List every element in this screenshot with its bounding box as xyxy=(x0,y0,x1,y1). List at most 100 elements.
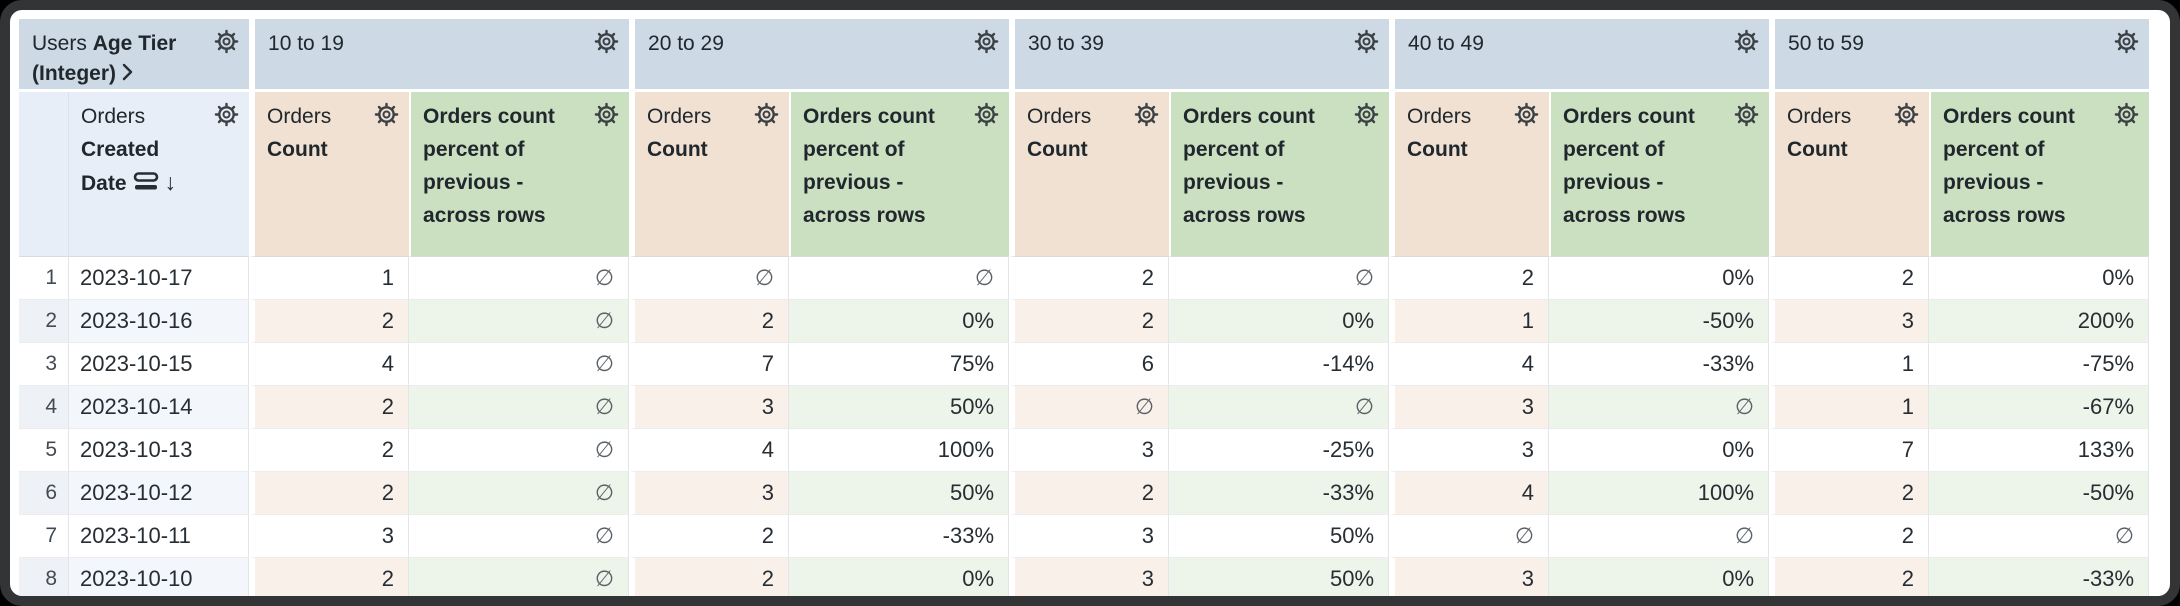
cell-count[interactable]: 2 xyxy=(249,386,410,429)
gear-icon[interactable] xyxy=(593,28,620,55)
cell-count[interactable]: 3 xyxy=(1389,429,1550,472)
measure-header-count-40-to-49[interactable]: Orders Count xyxy=(1389,92,1550,257)
cell-count[interactable]: 4 xyxy=(629,429,790,472)
cell-count[interactable]: 2 xyxy=(629,300,790,343)
cell-date[interactable]: 2023-10-15 xyxy=(69,343,250,386)
cell-percent[interactable]: 50% xyxy=(1169,558,1390,596)
gear-icon[interactable] xyxy=(1733,101,1760,128)
cell-percent[interactable]: -33% xyxy=(1169,472,1390,515)
cell-percent[interactable]: ∅ xyxy=(409,429,630,472)
measure-header-percent-40-to-49[interactable]: Orders count percent of previous - acros… xyxy=(1549,92,1770,257)
measure-header-count-30-to-39[interactable]: Orders Count xyxy=(1009,92,1170,257)
cell-percent[interactable]: -67% xyxy=(1929,386,2150,429)
cell-count[interactable]: 7 xyxy=(629,343,790,386)
gear-icon[interactable] xyxy=(1893,101,1920,128)
cell-percent[interactable]: ∅ xyxy=(789,257,1010,300)
pivot-dimension-header[interactable]: Users Age Tier (Integer) xyxy=(19,19,250,92)
gear-icon[interactable] xyxy=(973,28,1000,55)
gear-icon[interactable] xyxy=(1513,101,1540,128)
cell-count[interactable]: 3 xyxy=(629,472,790,515)
cell-percent[interactable]: ∅ xyxy=(409,472,630,515)
cell-count[interactable]: 3 xyxy=(1389,558,1550,596)
cell-date[interactable]: 2023-10-10 xyxy=(69,558,250,596)
cell-percent[interactable]: ∅ xyxy=(409,515,630,558)
cell-count[interactable]: 1 xyxy=(1769,343,1930,386)
cell-count[interactable]: 2 xyxy=(629,558,790,596)
gear-icon[interactable] xyxy=(2113,28,2140,55)
cell-percent[interactable]: -14% xyxy=(1169,343,1390,386)
cell-count[interactable]: 3 xyxy=(1009,558,1170,596)
cell-percent[interactable]: ∅ xyxy=(409,386,630,429)
cell-percent[interactable]: ∅ xyxy=(1169,257,1390,300)
cell-percent[interactable]: 0% xyxy=(1549,257,1770,300)
cell-count[interactable]: 3 xyxy=(1769,300,1930,343)
row-field-header[interactable]: Orders Created Date ↓ xyxy=(69,92,250,257)
gear-icon[interactable] xyxy=(1353,28,1380,55)
cell-percent[interactable]: ∅ xyxy=(409,558,630,596)
cell-percent[interactable]: 0% xyxy=(1169,300,1390,343)
cell-count[interactable]: 1 xyxy=(249,257,410,300)
cell-count[interactable]: ∅ xyxy=(629,257,790,300)
cell-percent[interactable]: -33% xyxy=(1929,558,2150,596)
cell-count[interactable]: ∅ xyxy=(1009,386,1170,429)
cell-percent[interactable]: ∅ xyxy=(1169,386,1390,429)
cell-percent[interactable]: -50% xyxy=(1929,472,2150,515)
cell-count[interactable]: 2 xyxy=(249,558,410,596)
cell-percent[interactable]: ∅ xyxy=(409,300,630,343)
gear-icon[interactable] xyxy=(1733,28,1760,55)
cell-count[interactable]: ∅ xyxy=(1389,515,1550,558)
cell-count[interactable]: 4 xyxy=(249,343,410,386)
cell-percent[interactable]: -75% xyxy=(1929,343,2150,386)
measure-header-percent-30-to-39[interactable]: Orders count percent of previous - acros… xyxy=(1169,92,1390,257)
cell-percent[interactable]: 0% xyxy=(789,300,1010,343)
cell-percent[interactable]: -25% xyxy=(1169,429,1390,472)
gear-icon[interactable] xyxy=(213,28,240,55)
cell-count[interactable]: 2 xyxy=(249,429,410,472)
cell-date[interactable]: 2023-10-11 xyxy=(69,515,250,558)
cell-count[interactable]: 2 xyxy=(249,472,410,515)
cell-count[interactable]: 3 xyxy=(1009,429,1170,472)
pivot-expand-icon[interactable] xyxy=(121,62,134,82)
cell-percent[interactable]: -50% xyxy=(1549,300,1770,343)
measure-header-count-10-to-19[interactable]: Orders Count xyxy=(249,92,410,257)
cell-count[interactable]: 2 xyxy=(1769,472,1930,515)
cell-count[interactable]: 3 xyxy=(249,515,410,558)
cell-percent[interactable]: ∅ xyxy=(409,257,630,300)
cell-count[interactable]: 6 xyxy=(1009,343,1170,386)
gear-icon[interactable] xyxy=(1133,101,1160,128)
cell-percent[interactable]: ∅ xyxy=(1549,386,1770,429)
cell-percent[interactable]: 100% xyxy=(1549,472,1770,515)
cell-percent[interactable]: 0% xyxy=(1929,257,2150,300)
measure-header-percent-50-to-59[interactable]: Orders count percent of previous - acros… xyxy=(1929,92,2150,257)
cell-count[interactable]: 2 xyxy=(1009,472,1170,515)
cell-percent[interactable]: ∅ xyxy=(409,343,630,386)
gear-icon[interactable] xyxy=(593,101,620,128)
cell-count[interactable]: 2 xyxy=(249,300,410,343)
cell-count[interactable]: 4 xyxy=(1389,472,1550,515)
measure-header-percent-10-to-19[interactable]: Orders count percent of previous - acros… xyxy=(409,92,630,257)
cell-date[interactable]: 2023-10-16 xyxy=(69,300,250,343)
cell-percent[interactable]: ∅ xyxy=(1549,515,1770,558)
sort-desc-icon[interactable]: ↓ xyxy=(164,169,177,195)
cell-count[interactable]: 2 xyxy=(629,515,790,558)
cell-percent[interactable]: 0% xyxy=(1549,558,1770,596)
cell-percent[interactable]: 75% xyxy=(789,343,1010,386)
cell-count[interactable]: 2 xyxy=(1769,558,1930,596)
cell-percent[interactable]: 200% xyxy=(1929,300,2150,343)
cell-percent[interactable]: 50% xyxy=(1169,515,1390,558)
measure-header-percent-20-to-29[interactable]: Orders count percent of previous - acros… xyxy=(789,92,1010,257)
cell-count[interactable]: 1 xyxy=(1769,386,1930,429)
cell-percent[interactable]: 50% xyxy=(789,472,1010,515)
cell-percent[interactable]: 100% xyxy=(789,429,1010,472)
cell-percent[interactable]: 0% xyxy=(789,558,1010,596)
cell-count[interactable]: 1 xyxy=(1389,300,1550,343)
cell-percent[interactable]: 50% xyxy=(789,386,1010,429)
cell-date[interactable]: 2023-10-17 xyxy=(69,257,250,300)
cell-count[interactable]: 3 xyxy=(1389,386,1550,429)
cell-count[interactable]: 2 xyxy=(1769,257,1930,300)
cell-count[interactable]: 2 xyxy=(1009,300,1170,343)
gear-icon[interactable] xyxy=(1353,101,1380,128)
cell-count[interactable]: 3 xyxy=(1009,515,1170,558)
gear-icon[interactable] xyxy=(973,101,1000,128)
gear-icon[interactable] xyxy=(213,101,240,128)
